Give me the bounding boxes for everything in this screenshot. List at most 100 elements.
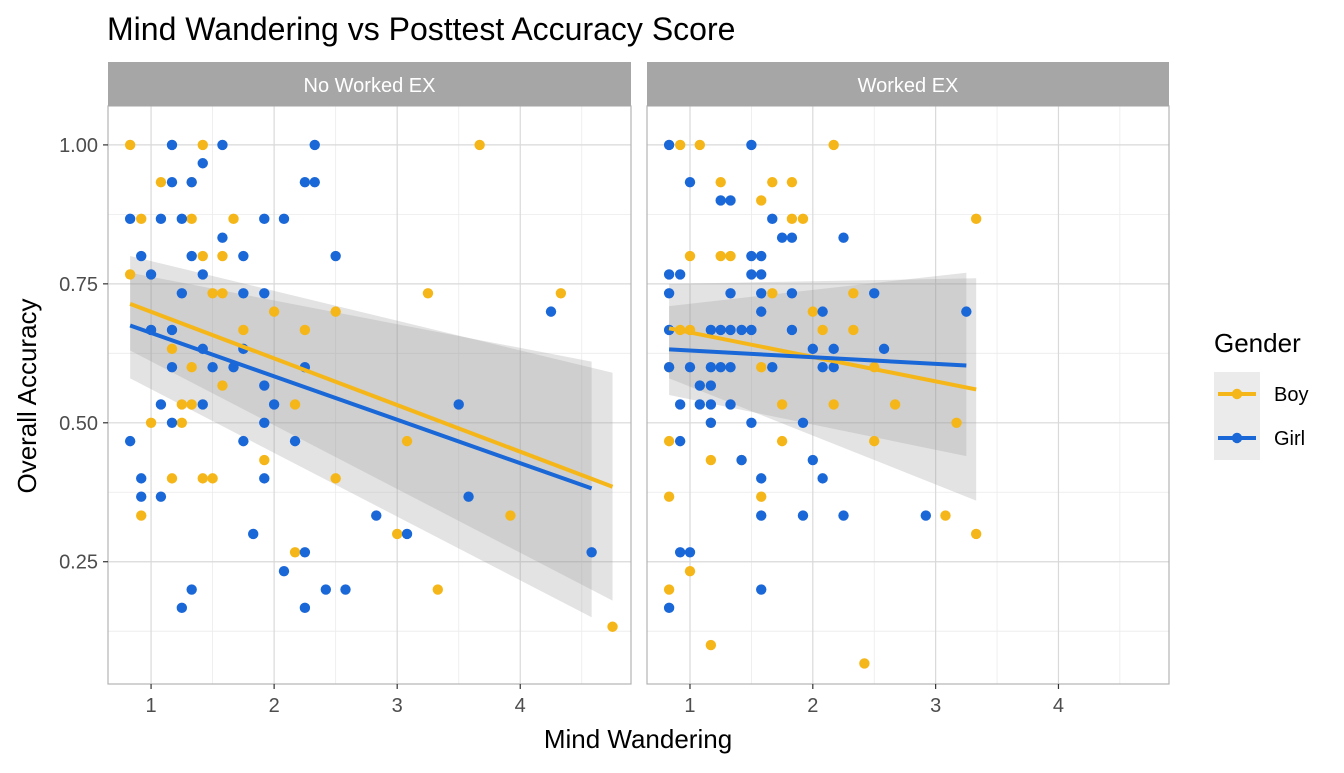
data-point-girl xyxy=(715,324,726,336)
x-tick-label: 4 xyxy=(1053,695,1064,717)
data-point-girl xyxy=(238,250,249,262)
data-point-boy xyxy=(474,139,485,151)
x-tick-label: 4 xyxy=(515,695,526,717)
data-point-girl xyxy=(684,362,696,373)
legend-entry-boy: Boy xyxy=(1214,372,1308,416)
data-point-girl xyxy=(817,473,828,484)
data-point-girl xyxy=(155,213,167,225)
data-point-girl xyxy=(705,380,717,391)
data-point-boy xyxy=(166,473,178,484)
data-point-girl xyxy=(828,343,839,355)
data-point-girl xyxy=(371,510,382,521)
data-point-girl xyxy=(259,288,270,299)
data-point-boy xyxy=(940,510,951,521)
data-point-girl xyxy=(817,306,828,317)
data-point-girl xyxy=(674,399,686,410)
data-point-boy xyxy=(289,547,301,558)
data-point-boy xyxy=(228,213,239,225)
data-point-girl xyxy=(756,306,767,317)
data-point-girl xyxy=(725,288,736,299)
data-point-boy xyxy=(217,288,228,299)
data-point-boy xyxy=(828,399,839,410)
data-point-girl xyxy=(756,288,767,299)
data-point-boy xyxy=(136,510,147,521)
data-point-girl xyxy=(756,250,767,262)
data-point-boy xyxy=(259,454,270,466)
data-point-boy xyxy=(145,417,157,428)
data-point-girl xyxy=(878,343,890,355)
data-point-girl xyxy=(186,584,197,595)
data-point-boy xyxy=(869,435,880,447)
data-point-boy xyxy=(432,584,443,595)
data-point-girl xyxy=(663,602,675,614)
data-point-boy xyxy=(684,250,696,262)
data-point-boy xyxy=(848,288,859,299)
data-point-boy xyxy=(186,399,197,410)
facet-strip-label: No Worked EX xyxy=(304,75,436,97)
data-point-boy xyxy=(705,454,717,466)
data-point-girl xyxy=(259,417,270,428)
data-point-girl xyxy=(705,362,717,373)
data-point-girl xyxy=(725,362,736,373)
data-point-boy xyxy=(607,621,618,632)
data-point-boy xyxy=(207,288,218,299)
data-point-girl xyxy=(309,176,320,188)
data-point-girl xyxy=(756,584,767,595)
data-point-boy xyxy=(828,139,839,151)
data-point-girl xyxy=(124,213,136,225)
data-point-boy xyxy=(197,139,208,151)
data-point-girl xyxy=(807,343,819,355)
data-point-girl xyxy=(663,269,675,280)
data-point-boy xyxy=(663,491,675,502)
data-point-boy xyxy=(176,417,188,428)
data-point-boy xyxy=(136,213,147,225)
data-point-boy xyxy=(786,213,798,225)
data-point-girl xyxy=(259,473,270,484)
data-point-girl xyxy=(694,399,706,410)
facet-strip-label: Worked EX xyxy=(858,75,959,97)
data-point-boy xyxy=(756,362,767,373)
data-point-girl xyxy=(746,139,757,151)
data-point-girl xyxy=(268,399,280,410)
data-point-boy xyxy=(166,343,178,355)
data-point-girl xyxy=(817,362,828,373)
data-point-girl xyxy=(786,324,798,336)
data-point-boy xyxy=(238,324,249,336)
data-point-girl xyxy=(797,417,809,428)
data-point-boy xyxy=(725,250,736,262)
data-point-girl xyxy=(586,547,597,558)
data-point-girl xyxy=(674,435,686,447)
data-point-girl xyxy=(694,380,706,391)
data-point-girl xyxy=(217,232,228,243)
data-point-boy xyxy=(674,139,686,151)
data-point-girl xyxy=(145,269,157,280)
y-tick-label: 1.00 xyxy=(59,135,98,157)
data-point-girl xyxy=(705,417,717,428)
data-point-girl xyxy=(299,176,311,188)
data-point-girl xyxy=(176,602,188,614)
data-point-boy xyxy=(776,399,788,410)
data-point-girl xyxy=(136,250,147,262)
data-point-girl xyxy=(767,362,778,373)
confidence-band-boy xyxy=(130,256,613,601)
data-point-girl xyxy=(176,288,188,299)
data-point-girl xyxy=(136,473,147,484)
data-point-girl xyxy=(725,399,736,410)
data-point-boy xyxy=(705,639,717,651)
trend-line-girl xyxy=(129,323,593,491)
panel-no-worked-ex: No Worked EX 1 2 3 4 0.25 0.50 0.75 1.00 xyxy=(59,62,632,717)
data-point-boy xyxy=(422,288,434,299)
data-point-girl xyxy=(259,213,270,225)
data-point-boy xyxy=(767,176,778,188)
data-point-girl xyxy=(278,213,290,225)
data-point-girl xyxy=(684,547,696,558)
x-tick-label: 2 xyxy=(807,695,818,717)
data-point-girl xyxy=(828,362,839,373)
chart-title: Mind Wandering vs Posttest Accuracy Scor… xyxy=(107,11,735,47)
data-point-girl xyxy=(238,435,249,447)
data-point-girl xyxy=(746,324,757,336)
data-point-girl xyxy=(705,324,717,336)
data-point-boy xyxy=(848,324,859,336)
